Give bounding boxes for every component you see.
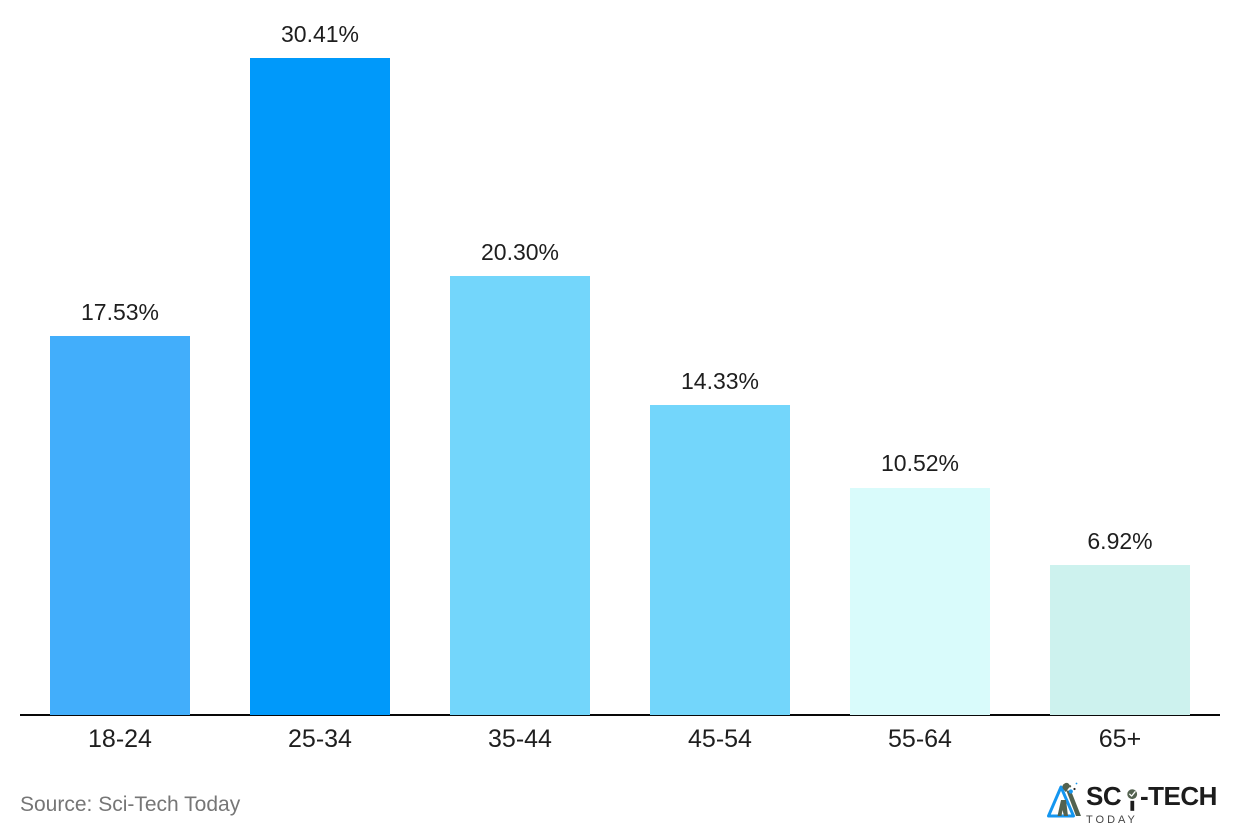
svg-text:TODAY: TODAY (1086, 814, 1138, 826)
svg-text:SC: SC (1086, 781, 1122, 811)
svg-text:-TECH: -TECH (1140, 781, 1217, 811)
